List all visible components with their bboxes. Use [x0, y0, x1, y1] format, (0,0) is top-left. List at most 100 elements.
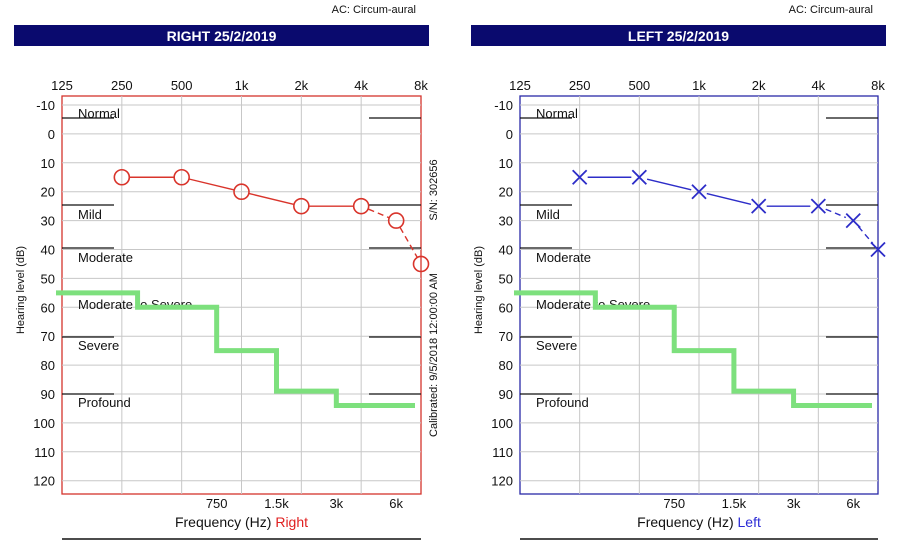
data-point-circle — [113, 168, 131, 186]
x-bottom-tick-label: 750 — [206, 496, 228, 511]
y-tick-label: 100 — [33, 416, 55, 431]
reference-step-line — [514, 290, 872, 409]
data-point-cross — [691, 184, 707, 200]
calibration-date: Calibrated: 9/5/2018 12:00:00 AM — [428, 273, 440, 437]
x-top-tick-label: 250 — [569, 78, 591, 93]
y-tick-label: 50 — [499, 271, 513, 286]
y-tick-label: 60 — [41, 300, 55, 315]
x-axis-label: Frequency (Hz) Right — [175, 514, 308, 530]
data-point-cross — [810, 198, 826, 214]
x-bottom-tick-label: 3k — [329, 496, 343, 511]
x-top-tick-label: 125 — [509, 78, 531, 93]
category-label: Normal — [536, 106, 578, 121]
y-axis-label: Hearing level (dB) — [473, 246, 485, 334]
x-top-tick-label: 8k — [871, 78, 885, 93]
y-tick-label: 30 — [41, 214, 55, 229]
series-line — [646, 178, 692, 191]
x-axis-label-ear: Right — [275, 514, 308, 530]
series-line — [399, 227, 418, 258]
x-top-tick-label: 2k — [752, 78, 766, 93]
y-tick-label: 20 — [41, 185, 55, 200]
header-title: LEFT 25/2/2019 — [628, 28, 729, 44]
category-label: Mild — [78, 207, 102, 222]
header-title: RIGHT 25/2/2019 — [167, 28, 277, 44]
category-label: Moderate — [78, 250, 133, 265]
x-top-tick-label: 1k — [235, 78, 249, 93]
reference-step-line — [56, 290, 415, 409]
y-tick-label: 10 — [41, 156, 55, 171]
data-point-circle — [293, 197, 310, 215]
category-label: Mild — [536, 207, 560, 222]
ac-label: AC: Circum-aural — [789, 4, 873, 16]
y-tick-label: 30 — [499, 214, 513, 229]
data-point-cross — [572, 169, 588, 185]
data-point-circle — [233, 183, 250, 200]
header-bar — [471, 25, 886, 46]
y-tick-label: 40 — [41, 243, 55, 258]
x-axis-label: Frequency (Hz) Left — [637, 514, 761, 530]
data-point-circle — [412, 255, 430, 273]
x-axis-label-text: Frequency (Hz) — [637, 514, 737, 530]
x-bottom-tick-label: 1.5k — [264, 496, 289, 511]
y-tick-label: 10 — [499, 156, 513, 171]
y-axis-label: Hearing level (dB) — [15, 246, 27, 334]
y-tick-label: 50 — [41, 271, 55, 286]
x-top-tick-label: 250 — [111, 78, 133, 93]
y-tick-label: 80 — [41, 358, 55, 373]
x-top-tick-label: 1k — [692, 78, 706, 93]
x-top-tick-label: 2k — [294, 78, 308, 93]
y-tick-label: 0 — [48, 127, 55, 142]
x-axis-label-ear: Left — [738, 514, 761, 530]
y-tick-label: 0 — [506, 127, 513, 142]
y-tick-label: 90 — [41, 387, 55, 402]
data-point-cross — [870, 241, 886, 258]
data-point-circle — [173, 168, 190, 186]
x-bottom-tick-label: 6k — [389, 496, 403, 511]
category-label: Normal — [78, 106, 120, 121]
y-tick-label: 70 — [41, 329, 55, 344]
x-top-tick-label: 4k — [354, 78, 368, 93]
y-tick-label: 120 — [33, 474, 55, 489]
header-bar — [14, 25, 429, 46]
series-line — [825, 208, 847, 219]
series-line — [249, 192, 294, 205]
x-bottom-tick-label: 3k — [787, 496, 801, 511]
ac-label: AC: Circum-aural — [332, 4, 416, 16]
data-point-cross — [845, 212, 861, 229]
series-line — [706, 192, 752, 205]
x-top-tick-label: 500 — [628, 78, 650, 93]
category-label: Severe — [78, 338, 119, 353]
series-line — [857, 226, 874, 244]
y-tick-label: 40 — [499, 243, 513, 258]
x-top-tick-label: 4k — [811, 78, 825, 93]
category-label: Profound — [78, 395, 131, 410]
series-line — [189, 178, 234, 191]
serial-number: S/N: 302656 — [428, 159, 440, 220]
y-tick-label: 100 — [491, 416, 513, 431]
x-top-tick-label: 8k — [414, 78, 428, 93]
category-label: Profound — [536, 395, 589, 410]
y-tick-label: 120 — [491, 474, 513, 489]
y-tick-label: 90 — [499, 387, 513, 402]
data-point-circle — [387, 212, 405, 229]
y-tick-label: 80 — [499, 358, 513, 373]
y-tick-label: 110 — [34, 445, 55, 460]
y-tick-label: -10 — [36, 98, 55, 113]
data-point-cross — [631, 169, 647, 185]
x-axis-label-text: Frequency (Hz) — [175, 514, 275, 530]
y-tick-label: 20 — [499, 185, 513, 200]
x-top-tick-label: 125 — [51, 78, 73, 93]
x-top-tick-label: 500 — [171, 78, 193, 93]
category-label: Moderate — [536, 250, 591, 265]
x-bottom-tick-label: 1.5k — [722, 496, 747, 511]
y-tick-label: -10 — [494, 98, 513, 113]
data-point-circle — [352, 197, 370, 215]
data-point-cross — [751, 198, 767, 214]
series-line — [368, 208, 390, 219]
y-tick-label: 70 — [499, 329, 513, 344]
x-bottom-tick-label: 750 — [663, 496, 685, 511]
y-tick-label: 110 — [492, 445, 513, 460]
